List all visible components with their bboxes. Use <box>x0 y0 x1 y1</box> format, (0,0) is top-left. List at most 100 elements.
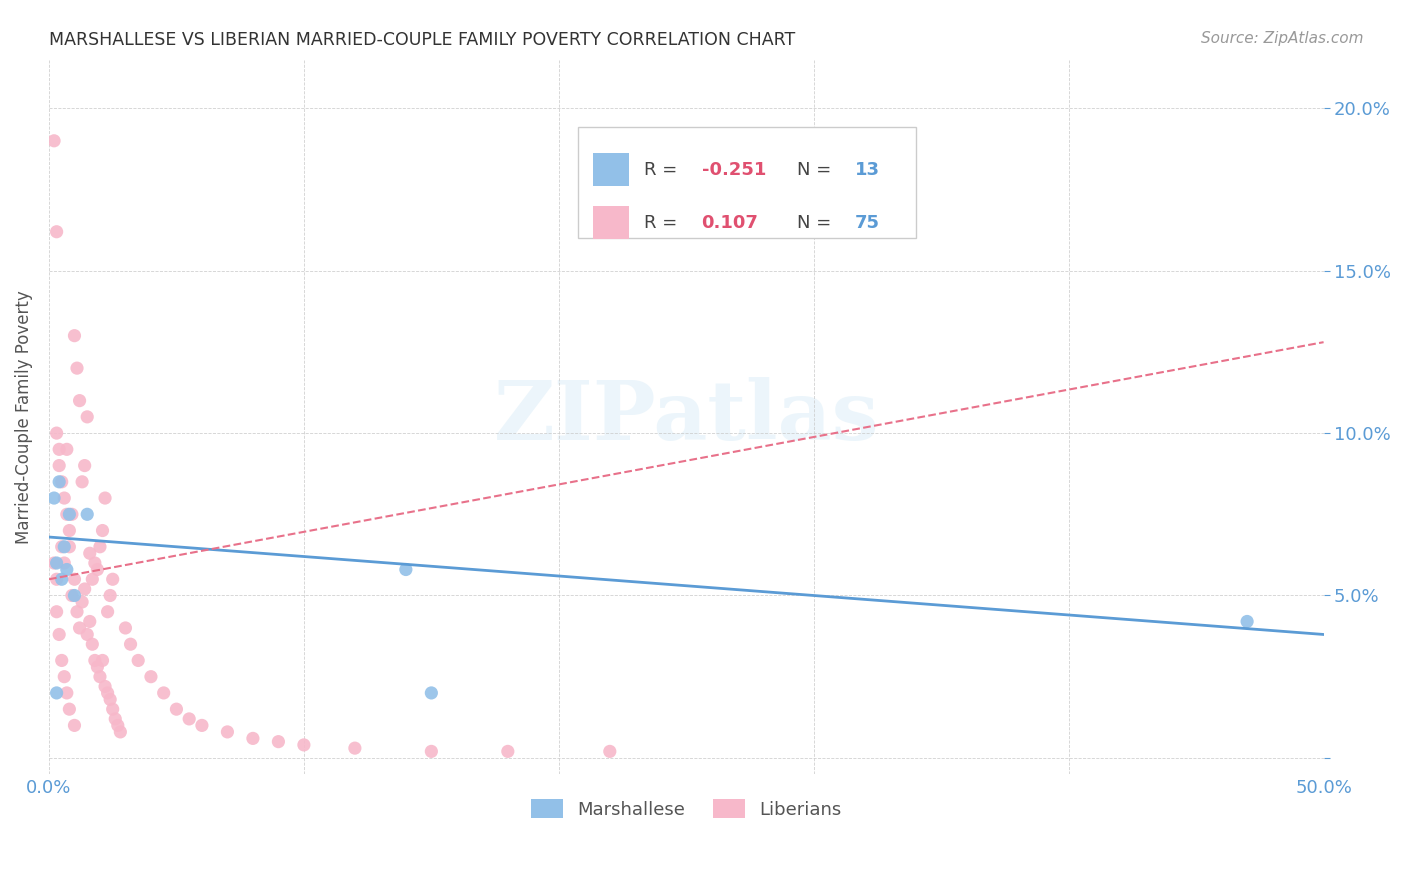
Point <box>82 637 104 651</box>
Point <box>191 718 214 732</box>
Text: N =: N = <box>797 214 837 232</box>
Point <box>48 442 70 457</box>
Point <box>45 605 67 619</box>
Point <box>45 572 67 586</box>
Y-axis label: Married-Couple Family Poverty: Married-Couple Family Poverty <box>15 290 32 544</box>
Point <box>51 475 73 489</box>
Point <box>53 556 76 570</box>
Point <box>114 621 136 635</box>
Point <box>60 589 83 603</box>
Point <box>45 426 67 441</box>
Point <box>94 491 117 505</box>
Point <box>45 556 67 570</box>
Point <box>48 475 70 489</box>
Point <box>56 686 79 700</box>
Point <box>242 731 264 746</box>
Point <box>97 605 120 619</box>
Point <box>86 562 108 576</box>
Point <box>217 725 239 739</box>
Point <box>101 702 124 716</box>
Point <box>60 508 83 522</box>
Text: Source: ZipAtlas.com: Source: ZipAtlas.com <box>1201 31 1364 46</box>
Bar <box>593 153 628 186</box>
Point <box>97 686 120 700</box>
Point <box>45 225 67 239</box>
Point <box>110 725 132 739</box>
Point <box>107 718 129 732</box>
Point <box>70 595 93 609</box>
Point <box>83 556 105 570</box>
Point <box>58 524 80 538</box>
Point <box>82 572 104 586</box>
Point <box>139 670 162 684</box>
Point <box>56 442 79 457</box>
Point <box>69 621 91 635</box>
Bar <box>593 206 628 239</box>
Point <box>91 524 114 538</box>
Point <box>420 744 443 758</box>
Point <box>292 738 315 752</box>
Point <box>45 686 67 700</box>
Point <box>58 702 80 716</box>
Point <box>89 670 111 684</box>
Point <box>70 475 93 489</box>
Point <box>53 670 76 684</box>
Point <box>165 702 187 716</box>
Point <box>91 653 114 667</box>
Point <box>98 692 121 706</box>
Text: 75: 75 <box>855 214 880 232</box>
Point <box>51 653 73 667</box>
Point <box>94 680 117 694</box>
Point <box>120 637 142 651</box>
Point <box>104 712 127 726</box>
Point <box>58 540 80 554</box>
Text: N =: N = <box>797 161 837 178</box>
Point <box>53 491 76 505</box>
Point <box>152 686 174 700</box>
Text: R =: R = <box>644 161 683 178</box>
Point <box>76 627 98 641</box>
Point <box>42 134 65 148</box>
Text: -0.251: -0.251 <box>702 161 766 178</box>
Point <box>48 458 70 473</box>
Point <box>63 718 86 732</box>
Point <box>69 393 91 408</box>
Point <box>98 589 121 603</box>
Point <box>58 508 80 522</box>
Point <box>51 572 73 586</box>
Point <box>42 491 65 505</box>
Point <box>79 615 101 629</box>
Point <box>267 734 290 748</box>
Point <box>56 562 79 576</box>
Point <box>127 653 149 667</box>
Point <box>73 458 96 473</box>
Point <box>89 540 111 554</box>
Point <box>420 686 443 700</box>
Point <box>395 562 418 576</box>
Point <box>496 744 519 758</box>
Text: MARSHALLESE VS LIBERIAN MARRIED-COUPLE FAMILY POVERTY CORRELATION CHART: MARSHALLESE VS LIBERIAN MARRIED-COUPLE F… <box>49 31 796 49</box>
Point <box>86 660 108 674</box>
Text: 13: 13 <box>855 161 880 178</box>
Text: ZIPatlas: ZIPatlas <box>494 376 879 457</box>
Point <box>83 653 105 667</box>
Text: R =: R = <box>644 214 689 232</box>
Point <box>66 605 89 619</box>
Point <box>53 540 76 554</box>
Point <box>76 508 98 522</box>
Point <box>63 572 86 586</box>
Point <box>73 582 96 596</box>
Point <box>179 712 201 726</box>
Point <box>63 328 86 343</box>
Point <box>79 546 101 560</box>
FancyBboxPatch shape <box>578 128 915 238</box>
Point <box>101 572 124 586</box>
Point <box>343 741 366 756</box>
Point <box>1236 615 1258 629</box>
Point <box>56 508 79 522</box>
Point <box>66 361 89 376</box>
Text: 0.107: 0.107 <box>702 214 758 232</box>
Point <box>51 540 73 554</box>
Point <box>76 409 98 424</box>
Point <box>63 589 86 603</box>
